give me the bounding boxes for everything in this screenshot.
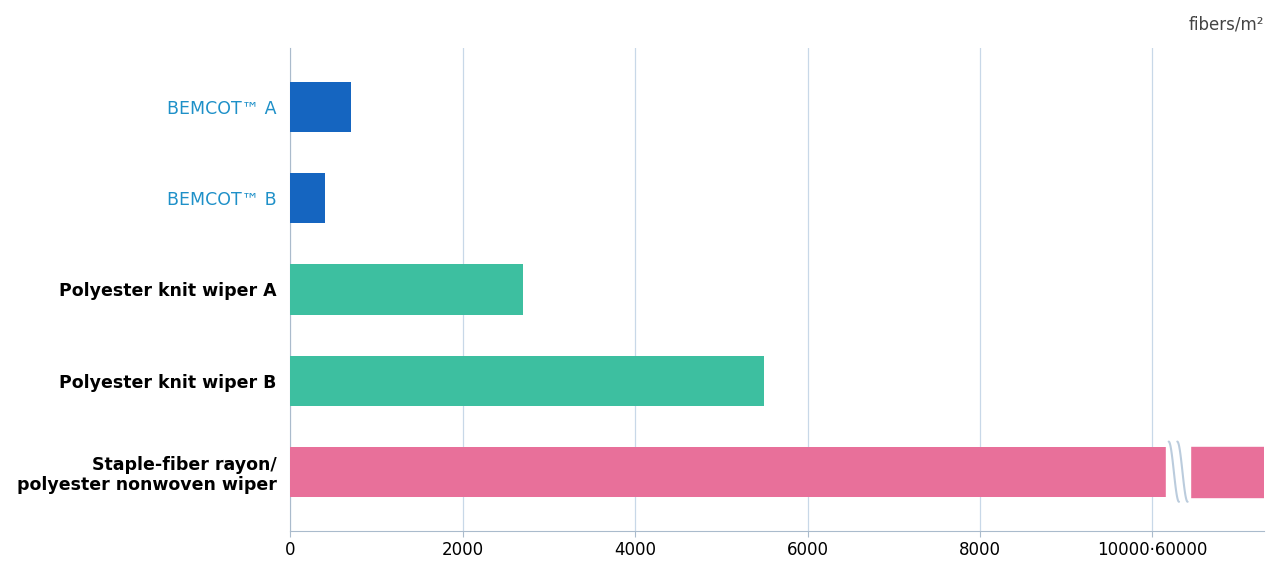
Bar	[1190, 446, 1268, 497]
Bar	[291, 355, 765, 406]
Bar	[291, 173, 325, 223]
Bar	[291, 264, 523, 314]
Text: fibers/m²: fibers/m²	[1189, 16, 1264, 33]
Bar	[291, 82, 351, 132]
Bar	[291, 446, 1204, 497]
Bar	[1166, 441, 1190, 502]
